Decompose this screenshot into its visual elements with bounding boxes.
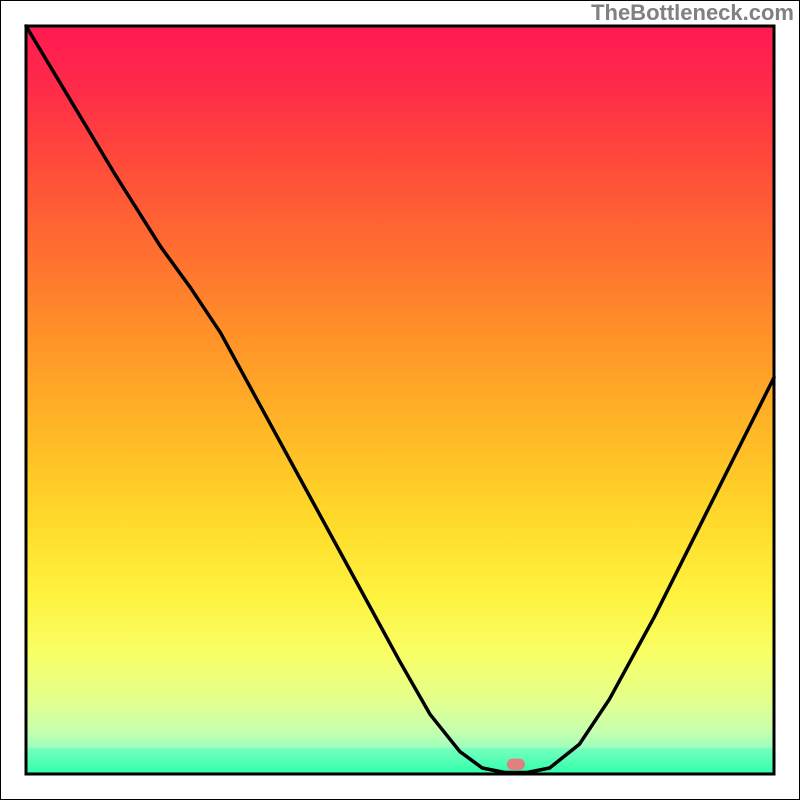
optimum-marker [507, 759, 525, 770]
watermark-text: TheBottleneck.com [591, 0, 794, 26]
bottleneck-chart [0, 0, 800, 800]
chart-canvas: TheBottleneck.com [0, 0, 800, 800]
green-band [26, 748, 774, 774]
